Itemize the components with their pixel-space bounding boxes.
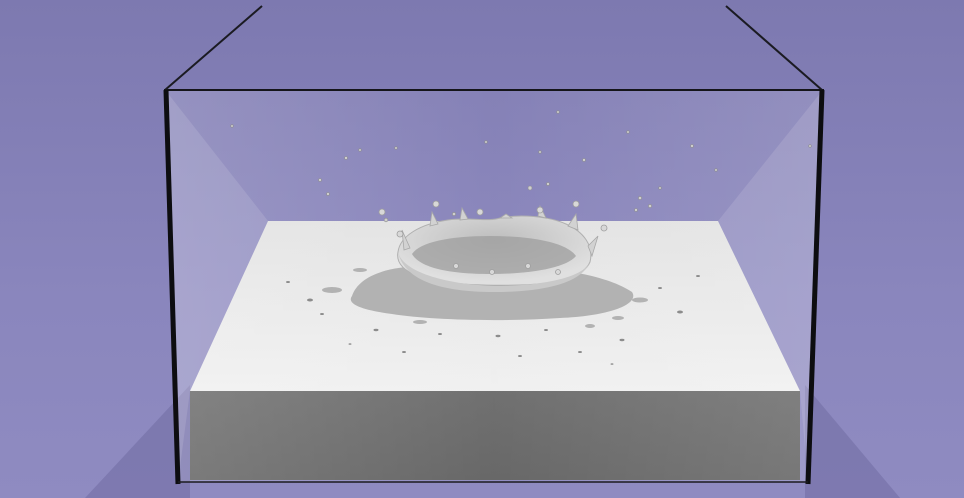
glass-back-edge-left bbox=[164, 5, 263, 91]
crown-splash bbox=[378, 200, 608, 292]
glass-pane-left bbox=[166, 91, 268, 482]
glass-back-edge-right bbox=[725, 5, 823, 91]
glass-front-edge-right bbox=[805, 89, 825, 485]
floor-shadow-right bbox=[805, 385, 900, 498]
floor-shadow-left bbox=[85, 385, 190, 498]
surface-droplets bbox=[286, 275, 700, 365]
airborne-droplets bbox=[230, 110, 812, 223]
glass-front-edge-left bbox=[163, 89, 181, 485]
glass-pane-right bbox=[718, 91, 822, 482]
